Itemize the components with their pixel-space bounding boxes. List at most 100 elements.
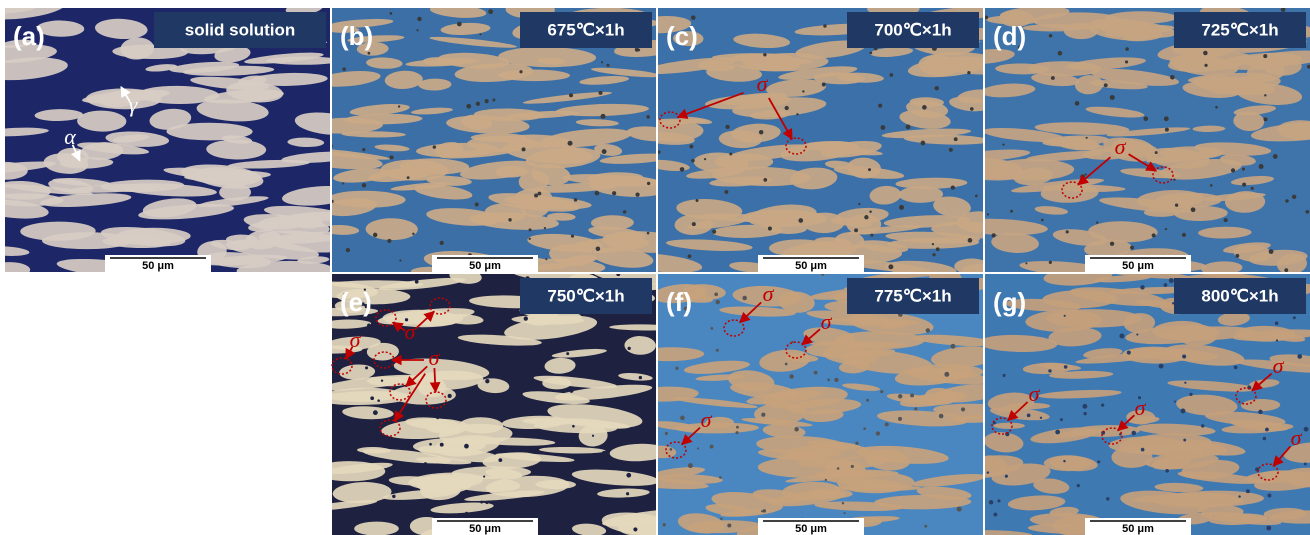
panel-label: (d) [993, 21, 1026, 51]
precipitate [742, 296, 747, 301]
precipitate [1304, 463, 1307, 466]
precipitate [440, 241, 444, 245]
precipitate [1264, 94, 1266, 96]
precipitate [1242, 183, 1246, 187]
precipitate [1174, 400, 1176, 402]
precipitate [858, 203, 860, 205]
precipitate [646, 115, 649, 118]
precipitate [592, 435, 594, 437]
precipitate [1189, 393, 1192, 396]
precipitate [1305, 210, 1309, 214]
precipitate [475, 202, 479, 206]
precipitate [639, 376, 642, 379]
panel-label: (c) [666, 21, 698, 51]
precipitate [796, 113, 798, 115]
precipitate [381, 379, 383, 381]
precipitate [798, 218, 803, 223]
precipitate [433, 145, 436, 148]
precipitate [483, 475, 485, 477]
precipitate [1297, 354, 1302, 359]
precipitate [601, 61, 603, 63]
precipitate [596, 246, 601, 251]
precipitate [599, 91, 603, 95]
precipitate [1165, 469, 1169, 473]
precipitate [1269, 249, 1274, 254]
precipitate [429, 443, 432, 446]
precipitate [448, 394, 452, 398]
precipitate [1005, 475, 1008, 478]
precipitate [1048, 369, 1051, 372]
precipitate [1203, 51, 1208, 56]
precipitate [1173, 178, 1175, 180]
precipitate [489, 280, 492, 283]
precipitate [1184, 382, 1186, 384]
annotation-label: σ [405, 319, 417, 344]
precipitate [1040, 417, 1042, 419]
precipitate [763, 53, 766, 56]
precipitate [898, 417, 902, 421]
precipitate [1285, 199, 1288, 202]
precipitate [663, 523, 666, 526]
precipitate [1246, 489, 1250, 493]
precipitate [1191, 207, 1196, 212]
precipitate [1231, 168, 1235, 172]
precipitate [1155, 151, 1158, 154]
grain [467, 136, 538, 152]
precipitate [710, 445, 714, 449]
precipitate [863, 427, 866, 430]
precipitate [574, 198, 578, 202]
precipitate [842, 502, 844, 504]
precipitate [866, 399, 869, 402]
precipitate [761, 413, 765, 417]
precipitate [1136, 333, 1138, 335]
precipitate [647, 182, 650, 185]
precipitate [626, 473, 631, 478]
precipitate [640, 403, 645, 408]
precipitate [377, 399, 380, 402]
precipitate [834, 378, 838, 382]
condition-label: 750℃×1h [547, 286, 624, 305]
precipitate [1165, 128, 1169, 132]
precipitate [951, 344, 956, 349]
precipitate [1097, 460, 1100, 463]
precipitate [1063, 460, 1065, 462]
scale-bar-label: 50 μm [469, 260, 501, 272]
precipitate [932, 243, 934, 245]
precipitate [789, 374, 793, 378]
precipitate [513, 314, 515, 316]
precipitate [464, 444, 469, 449]
precipitate [424, 462, 427, 465]
condition-label: solid solution [185, 20, 296, 39]
precipitate [340, 458, 343, 461]
precipitate [729, 153, 732, 156]
precipitate [1182, 233, 1186, 237]
precipitate [1143, 116, 1148, 121]
annotation-label: σ [1291, 425, 1303, 450]
precipitate [485, 501, 488, 504]
panel-label: (b) [340, 21, 373, 51]
precipitate [367, 323, 371, 327]
precipitate [763, 178, 767, 182]
condition-label: 725℃×1h [1201, 20, 1278, 39]
precipitate [362, 148, 365, 151]
precipitate [680, 416, 685, 421]
precipitate [1064, 315, 1066, 317]
precipitate [330, 200, 333, 203]
precipitate [997, 499, 1000, 502]
precipitate [1152, 233, 1156, 237]
precipitate [719, 476, 722, 479]
precipitate [387, 239, 391, 243]
precipitate [878, 104, 882, 108]
precipitate [1101, 403, 1104, 406]
condition-label: 700℃×1h [874, 20, 951, 39]
precipitate [1083, 412, 1086, 415]
precipitate [1275, 321, 1279, 325]
precipitate [402, 354, 405, 357]
precipitate [1215, 106, 1218, 109]
annotation-label: σ [763, 281, 775, 306]
precipitate [633, 527, 637, 531]
precipitate [704, 158, 706, 160]
precipitate [1058, 51, 1063, 56]
precipitate [975, 195, 978, 198]
scale-bar-label: 50 μm [1122, 523, 1154, 535]
